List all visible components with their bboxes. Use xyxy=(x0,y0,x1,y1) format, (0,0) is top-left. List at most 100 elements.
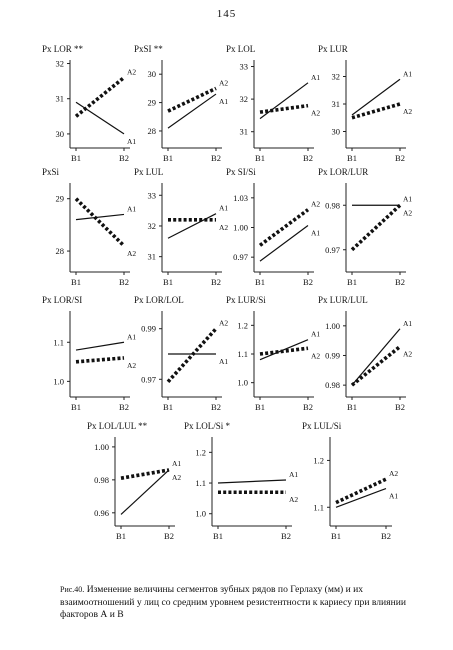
y-tick-label: 31 xyxy=(148,252,157,262)
series-label: A2 xyxy=(172,473,181,482)
x-tick-label: B2 xyxy=(281,531,291,541)
chart-title: PxSi xyxy=(42,167,60,177)
series-line-dotted xyxy=(259,346,309,356)
series-label: A1 xyxy=(389,492,398,501)
x-tick-label: B1 xyxy=(71,153,81,163)
chart-title: Px LOR/LOL xyxy=(134,295,184,305)
y-tick-label: 30 xyxy=(148,69,157,79)
series-line-solid xyxy=(259,82,309,120)
y-tick-label: 32 xyxy=(56,59,65,69)
series-line-solid xyxy=(259,339,309,361)
x-tick-label: B2 xyxy=(211,277,221,287)
y-tick-label: 0.98 xyxy=(325,200,340,210)
series-label: A2 xyxy=(289,495,298,504)
chart-title: Px LOL/LUL ** xyxy=(87,421,148,431)
y-tick-label: 1.1 xyxy=(237,349,248,359)
figure-label: Рис.40. xyxy=(60,585,85,594)
x-tick-label: B1 xyxy=(116,531,126,541)
chart-title: Px LOR/LUR xyxy=(318,167,368,177)
y-tick-label: 1.1 xyxy=(53,337,64,347)
series-line-dotted xyxy=(259,103,309,114)
y-tick-label: 1.00 xyxy=(233,223,248,233)
series-line-solid xyxy=(351,328,401,386)
y-tick-label: 1.00 xyxy=(325,321,340,331)
series-line-dotted xyxy=(335,477,387,505)
series-label: A1 xyxy=(403,69,412,78)
y-tick-label: 31 xyxy=(56,94,65,104)
y-tick-label: 31 xyxy=(332,99,341,109)
x-tick-label: B1 xyxy=(331,531,341,541)
chart-title: Px LUL/Si xyxy=(302,421,342,431)
y-tick-label: 31 xyxy=(240,127,249,137)
y-tick-label: 1.1 xyxy=(313,502,324,512)
x-tick-label: B1 xyxy=(163,277,173,287)
chart-title: Px LOR ** xyxy=(42,44,84,54)
series-line-solid xyxy=(167,213,217,239)
series-line-dotted xyxy=(75,356,125,364)
y-tick-label: 1.00 xyxy=(94,442,109,452)
figure-caption-text: Изменение величины сегментов зубных рядо… xyxy=(60,584,406,620)
series-label: A2 xyxy=(311,109,320,118)
x-tick-label: B1 xyxy=(255,277,265,287)
series-label: A2 xyxy=(219,223,228,232)
x-tick-label: B2 xyxy=(211,153,221,163)
series-line-solid xyxy=(75,101,125,135)
series-label: A1 xyxy=(311,73,320,82)
y-tick-label: 1.0 xyxy=(237,378,248,388)
chart-title: Px LUR/Si xyxy=(226,295,266,305)
chart-title: PxSI ** xyxy=(134,44,163,54)
y-tick-label: 0.99 xyxy=(325,350,340,360)
x-tick-label: B1 xyxy=(163,153,173,163)
x-tick-label: B1 xyxy=(255,153,265,163)
y-tick-label: 28 xyxy=(56,246,65,256)
figure-caption: Рис.40. Изменение величины сегментов зуб… xyxy=(60,584,432,622)
series-line-dotted xyxy=(350,203,402,252)
y-tick-label: 0.97 xyxy=(325,245,340,255)
chart-title: Px LOR/SI xyxy=(42,295,82,305)
series-line-dotted xyxy=(120,468,170,480)
x-tick-label: B2 xyxy=(303,277,313,287)
x-tick-label: B2 xyxy=(211,402,221,412)
x-tick-label: B2 xyxy=(395,277,405,287)
series-label: A1 xyxy=(311,229,320,238)
series-line-solid xyxy=(75,213,125,221)
page-number: 145 xyxy=(216,8,237,20)
series-line-solid xyxy=(167,93,217,129)
series-label: A1 xyxy=(219,357,228,366)
x-tick-label: B2 xyxy=(303,402,313,412)
x-tick-label: B1 xyxy=(255,402,265,412)
x-tick-label: B2 xyxy=(119,402,129,412)
chart-title: Px LUR/LUL xyxy=(318,295,368,305)
y-tick-label: 0.99 xyxy=(141,324,156,334)
series-line-dotted xyxy=(167,86,217,113)
series-line-dotted xyxy=(74,76,126,118)
series-line-solid xyxy=(335,487,387,508)
y-tick-label: 1.2 xyxy=(195,447,206,457)
series-label: A2 xyxy=(127,249,136,258)
series-label: A2 xyxy=(403,107,412,116)
series-line-solid xyxy=(259,225,309,262)
series-label: A2 xyxy=(311,351,320,360)
x-tick-label: B1 xyxy=(347,402,357,412)
y-tick-label: 1.2 xyxy=(313,455,324,465)
x-tick-label: B1 xyxy=(347,153,357,163)
series-label: A1 xyxy=(172,459,181,468)
chart-title: Px SI/Si xyxy=(226,167,256,177)
y-tick-label: 1.0 xyxy=(195,509,206,519)
x-tick-label: B1 xyxy=(213,531,223,541)
y-tick-label: 29 xyxy=(56,194,65,204)
series-line-dotted xyxy=(74,197,126,248)
x-tick-label: B2 xyxy=(381,531,391,541)
y-tick-label: 28 xyxy=(148,126,157,136)
series-line-dotted xyxy=(351,102,401,120)
chart-title: Px LOL xyxy=(226,44,255,54)
y-tick-label: 32 xyxy=(240,94,249,104)
x-tick-label: B1 xyxy=(71,402,81,412)
series-label: A2 xyxy=(403,350,412,359)
chart-title: Px LUL xyxy=(134,167,163,177)
y-tick-label: 32 xyxy=(148,221,157,231)
x-tick-label: B1 xyxy=(163,402,173,412)
x-tick-label: B2 xyxy=(395,402,405,412)
y-tick-label: 30 xyxy=(56,129,65,139)
